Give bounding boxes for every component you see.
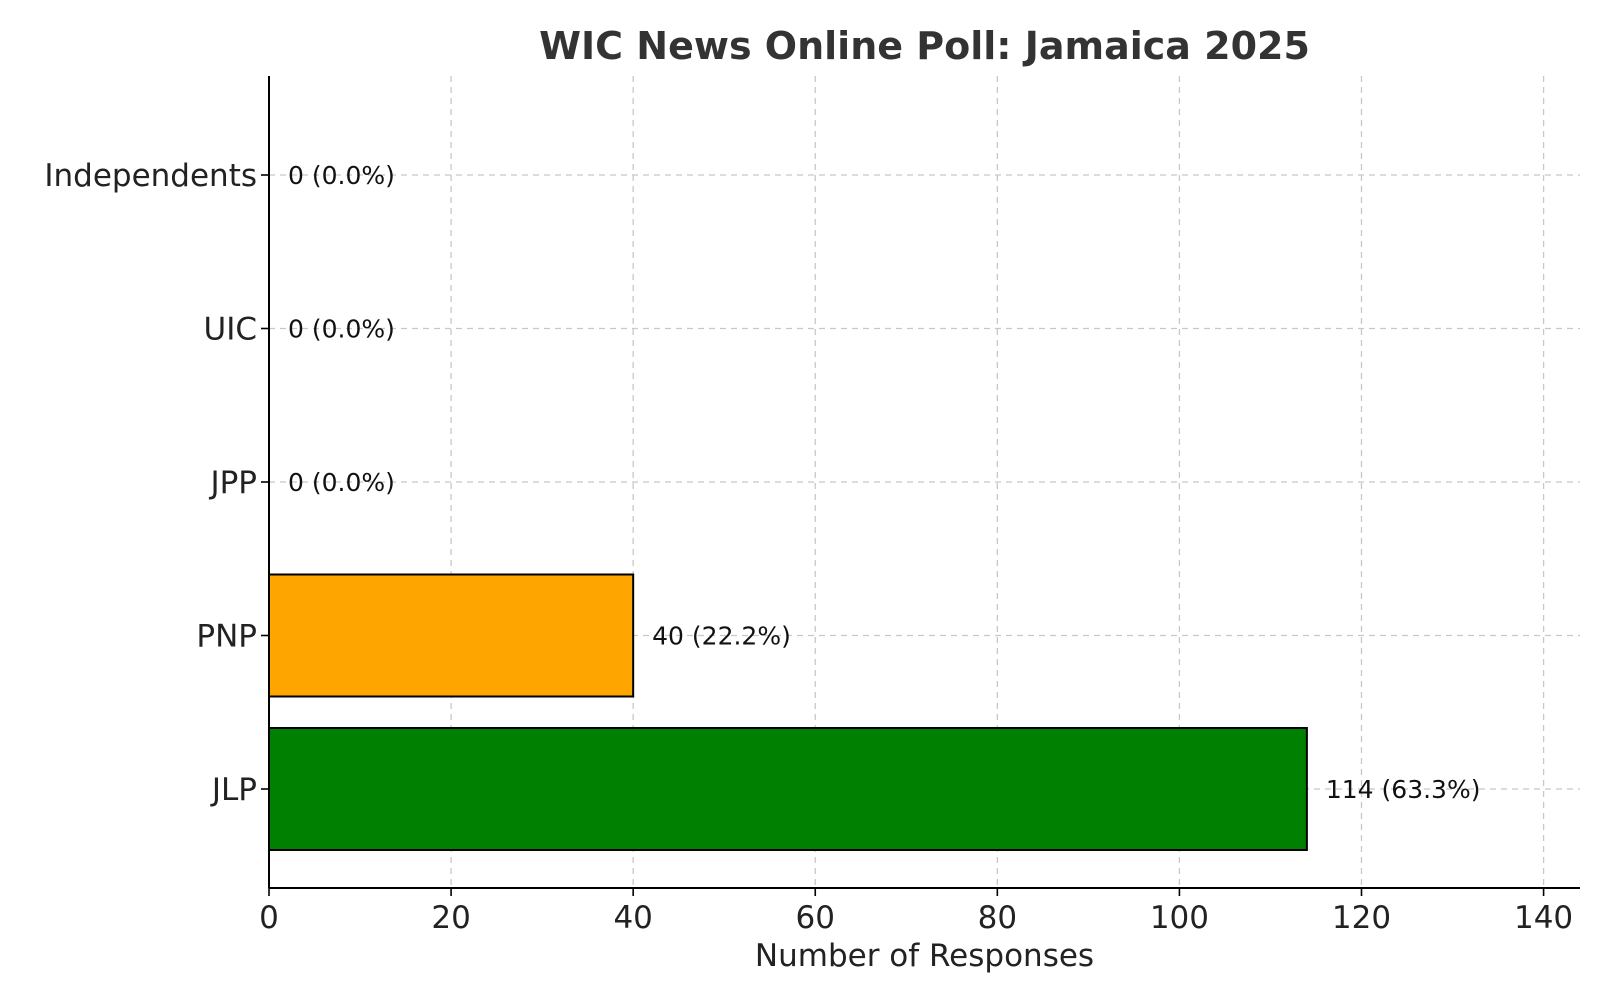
x-tick-label-1: 20 <box>431 900 470 936</box>
category-label-jpp: JPP <box>208 465 257 501</box>
bar-pnp <box>268 573 635 698</box>
x-tick-label-4: 80 <box>978 900 1017 936</box>
data-label-uic: 0 (0.0%) <box>288 315 395 344</box>
x-tick-label-6: 120 <box>1332 900 1391 936</box>
x-tick-label-2: 40 <box>613 900 652 936</box>
x-tick-label-5: 100 <box>1150 900 1209 936</box>
ticks: 0 20 40 60 80 100 120 140 JLP PNP JPP UIC Independen… <box>44 158 1573 936</box>
x-tick-label-0: 0 <box>259 900 279 936</box>
x-tick-label-7: 140 <box>1514 900 1573 936</box>
category-label-independents: Independents <box>44 158 257 194</box>
data-labels: 114 (63.3%) 40 (22.2%) 0 (0.0%) 0 (0.0%) 0 (… <box>288 161 1480 804</box>
category-label-uic: UIC <box>204 312 257 348</box>
data-label-jlp: 114 (63.3%) <box>1326 775 1481 804</box>
data-label-independents: 0 (0.0%) <box>288 161 395 190</box>
category-label-pnp: PNP <box>196 619 257 655</box>
bar-jlp <box>268 727 1308 851</box>
data-label-jpp: 0 (0.0%) <box>288 468 395 497</box>
bars <box>268 573 1308 851</box>
chart-title: WIC News Online Poll: Jamaica 2025 <box>539 24 1310 68</box>
x-axis-title: Number of Responses <box>755 938 1094 974</box>
category-label-jlp: JLP <box>210 772 257 808</box>
data-label-pnp: 40 (22.2%) <box>652 622 791 651</box>
x-tick-label-3: 60 <box>796 900 835 936</box>
